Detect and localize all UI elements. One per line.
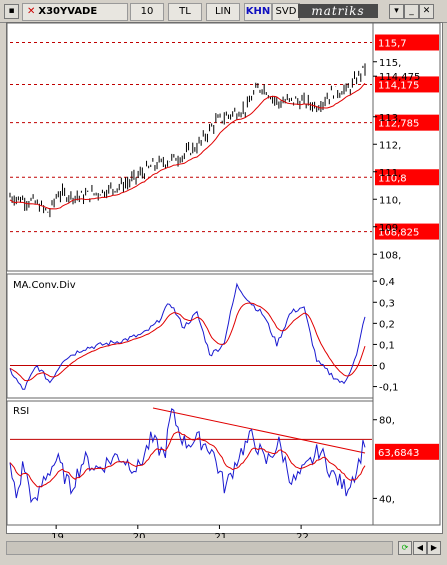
minimize-icon[interactable]: _ bbox=[404, 4, 419, 19]
price-level-label: 115,7 bbox=[378, 39, 407, 50]
price-moving-average bbox=[9, 82, 366, 210]
price-levels: 115,7 114,175 112,785 110,8 108,825 bbox=[10, 34, 439, 240]
x-tick-label: 19 bbox=[51, 532, 64, 543]
price-ticks: 115, 114,475 113, 112, 111, 110, 109, 108, bbox=[373, 58, 420, 261]
macd-tick-label: 0,4 bbox=[379, 277, 395, 288]
rsi-title: RSI bbox=[13, 406, 29, 417]
x-tick-label: 22 bbox=[296, 532, 309, 543]
price-level-tag bbox=[375, 223, 439, 240]
x-tick-label: 20 bbox=[133, 532, 146, 543]
price-level-tag bbox=[375, 76, 439, 93]
price-level-label: 108,825 bbox=[378, 228, 419, 239]
rsi-ticks: 80, 40, bbox=[373, 416, 395, 505]
refresh-icon[interactable]: ⟳ bbox=[398, 541, 412, 555]
price-tick-label: 110, bbox=[379, 195, 401, 206]
rsi-current-tag bbox=[375, 443, 439, 460]
symbol-label: X30YVADE bbox=[38, 6, 98, 17]
close-window-icon[interactable]: ✕ bbox=[419, 4, 434, 19]
rsi-line bbox=[9, 407, 366, 504]
chart-toolbar: ▪ ✕ X30YVADE 10 TL LIN KHN SVD matriks ▾ … bbox=[0, 0, 447, 23]
chevron-down-icon[interactable]: ▾ bbox=[389, 4, 404, 19]
price-level-label: 112,785 bbox=[378, 119, 419, 130]
price-tick-label: 111, bbox=[379, 168, 401, 179]
price-panel bbox=[6, 22, 374, 272]
khn-button[interactable]: KHN bbox=[244, 3, 272, 21]
price-tick-label: 108, bbox=[379, 250, 401, 261]
price-tick-label: 109, bbox=[379, 223, 401, 234]
rsi-tick-label: 40, bbox=[379, 494, 395, 505]
macd-tick-label: 0,2 bbox=[379, 319, 395, 330]
price-level-tag bbox=[375, 34, 439, 51]
price-level-label: 114,175 bbox=[378, 80, 419, 91]
price-tick-label: 112, bbox=[379, 140, 401, 151]
rsi-moving-average bbox=[9, 431, 366, 488]
macd-title: MA.Conv.Div bbox=[13, 280, 76, 291]
bottom-bar: ⟳ ◀ ▶ bbox=[6, 538, 441, 556]
macd-tick-label: 0,1 bbox=[379, 340, 395, 351]
macd-ticks: 0,4 0,3 0,2 0,1 0 -0,1 bbox=[373, 277, 399, 394]
period-selector[interactable]: 10 bbox=[130, 3, 164, 21]
price-level-tag bbox=[375, 114, 439, 131]
arrow-right-icon[interactable]: ▶ bbox=[427, 541, 441, 555]
matriks-logo: matriks bbox=[298, 4, 378, 18]
rsi-tick-label: 80, bbox=[379, 416, 395, 427]
expand-icon[interactable]: ▪ bbox=[4, 4, 19, 19]
close-icon[interactable]: ✕ bbox=[27, 6, 36, 17]
macd-panel bbox=[6, 273, 374, 399]
axis-column bbox=[372, 22, 441, 526]
price-level-label: 110,8 bbox=[378, 173, 407, 184]
macd-tick-label: -0,1 bbox=[379, 383, 399, 394]
price-tick-label: 114,475 bbox=[379, 72, 420, 83]
macd-line bbox=[9, 282, 366, 390]
scale-selector[interactable]: LIN bbox=[206, 3, 240, 21]
x-axis-labels: 19 20 21 22 bbox=[51, 525, 309, 543]
rsi-current-value: 63,6843 bbox=[378, 448, 419, 459]
currency-selector[interactable]: TL bbox=[168, 3, 202, 21]
macd-tick-label: 0 bbox=[379, 362, 385, 373]
macd-signal-line bbox=[9, 302, 366, 382]
x-tick-label: 21 bbox=[214, 532, 227, 543]
horizontal-scrollbar[interactable] bbox=[6, 541, 393, 555]
symbol-selector[interactable]: ✕ X30YVADE bbox=[22, 3, 128, 21]
rsi-trendline bbox=[152, 407, 366, 454]
price-level-tag bbox=[375, 169, 439, 186]
price-tick-label: 113, bbox=[379, 113, 401, 124]
macd-tick-label: 0,3 bbox=[379, 298, 395, 309]
arrow-left-icon[interactable]: ◀ bbox=[413, 541, 427, 555]
price-tick-label: 115, bbox=[379, 58, 401, 69]
